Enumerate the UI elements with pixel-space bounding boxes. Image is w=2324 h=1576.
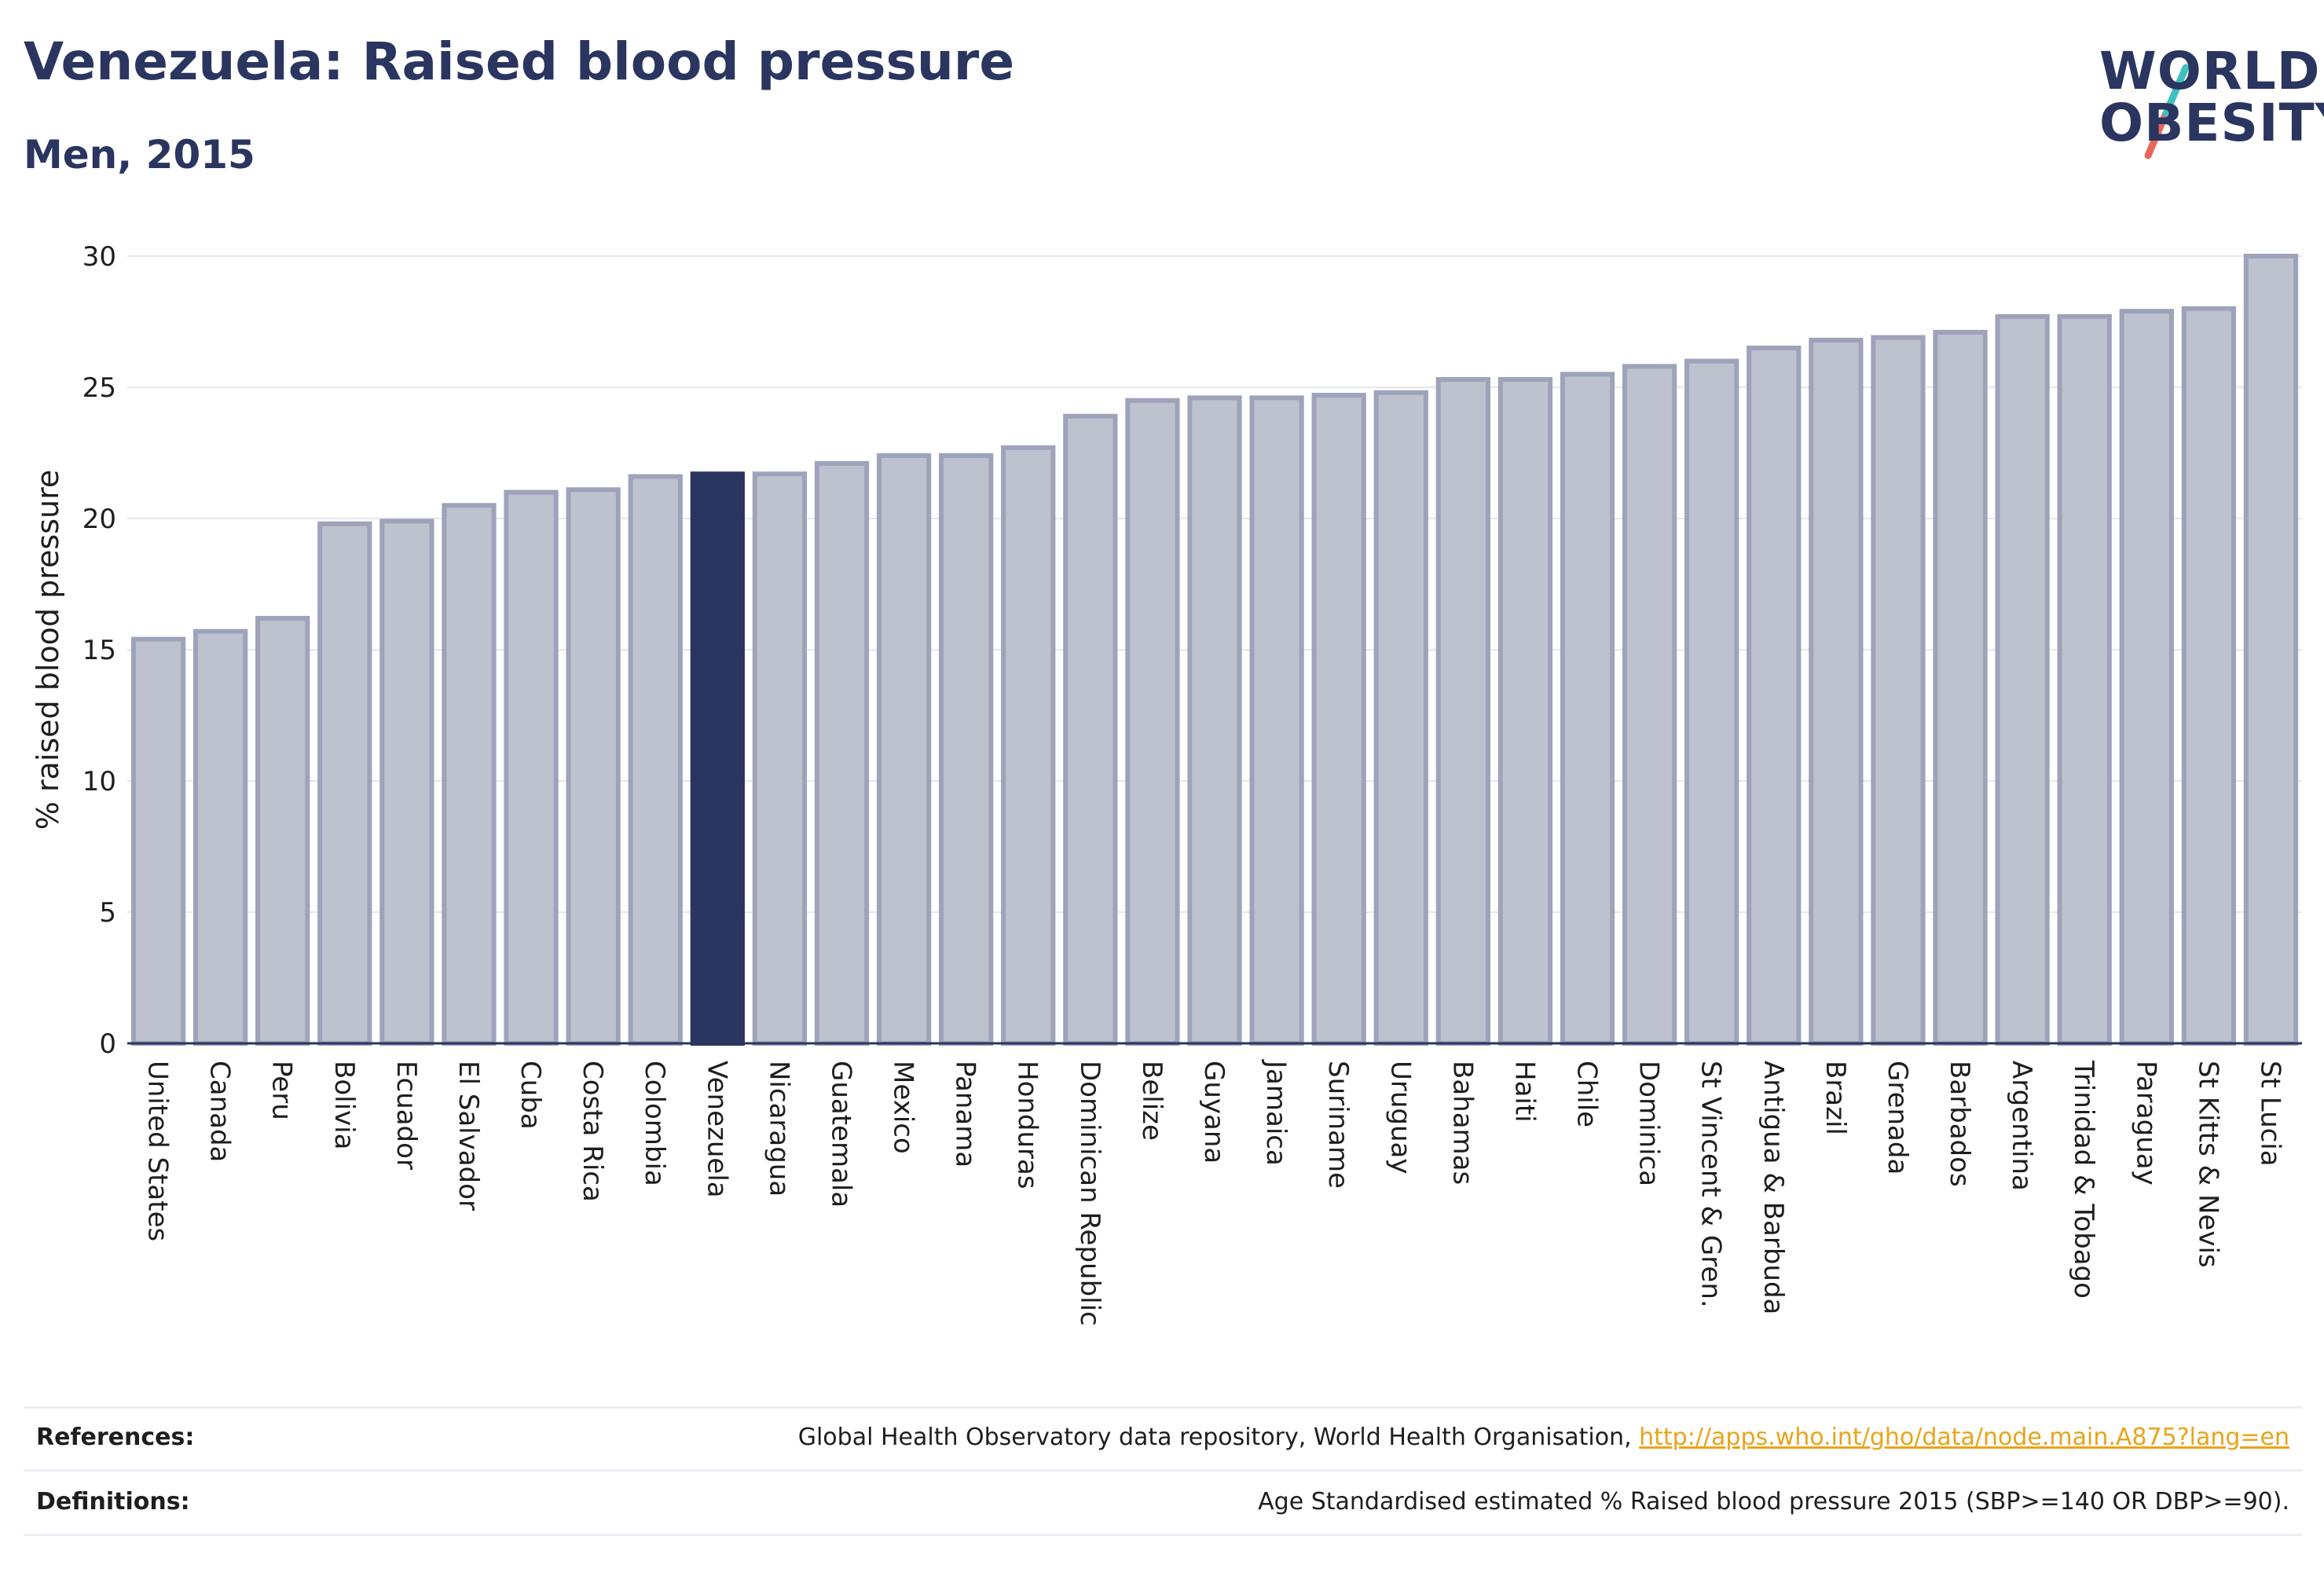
x-tick-label: Bahamas [1446, 1061, 1478, 1185]
x-tick-label: Honduras [1012, 1061, 1043, 1189]
x-tick-label: Chile [1571, 1061, 1603, 1127]
bar [1435, 376, 1490, 1046]
y-tick-label: 15 [82, 635, 116, 666]
x-tick-label: Brazil [1820, 1061, 1851, 1135]
bar [1249, 395, 1304, 1046]
bar [1747, 345, 1802, 1046]
x-tick-label: Trinidad & Tobago [2068, 1060, 2099, 1299]
bar [566, 487, 621, 1046]
references-row: References: Global Health Observatory da… [24, 1424, 2302, 1463]
x-tick-label: Costa Rica [577, 1061, 608, 1202]
bar [752, 471, 808, 1046]
y-tick-label: 5 [99, 897, 116, 929]
bar [1063, 413, 1118, 1046]
x-tick-label: El Salvador [453, 1061, 484, 1211]
x-tick-label: Belize [1136, 1061, 1167, 1141]
bar [1622, 364, 1677, 1046]
x-tick-label: Argentina [2006, 1061, 2037, 1191]
x-tick-label: Venezuela [701, 1061, 732, 1198]
y-tick-label: 30 [82, 241, 116, 273]
bar [814, 460, 870, 1046]
x-tick-label: Guyana [1198, 1061, 1230, 1164]
x-tick-label: Barbados [1944, 1061, 1975, 1187]
x-tick-label: St Kitts & Nevis [2192, 1061, 2223, 1268]
bar-chart: 0 5 10 15 20 25 30 % raised blood pressure Unite… [31, 241, 2302, 1326]
references-label: References: [36, 1424, 195, 1451]
x-tick-label: Colombia [639, 1061, 670, 1186]
bar [1933, 329, 1988, 1046]
bar [1001, 445, 1056, 1046]
x-tick-label: United States [142, 1061, 174, 1241]
bar [1871, 335, 1926, 1046]
bar [379, 519, 434, 1046]
x-tick-label: Bolivia [328, 1061, 360, 1149]
bar [1125, 398, 1180, 1046]
references-link[interactable]: http://apps.who.int/gho/data/node.main.A… [1639, 1424, 2289, 1451]
x-tick-label: Antigua & Barbuda [1758, 1061, 1789, 1314]
bar [442, 503, 497, 1046]
x-tick-label: St Vincent & Gren. [1695, 1061, 1727, 1308]
footer-divider [24, 1406, 2302, 1409]
x-tick-label: Canada [204, 1061, 236, 1162]
x-tick-label: Cuba [515, 1061, 546, 1130]
x-tick-label: Jamaica [1260, 1059, 1292, 1166]
x-tick-label: Dominica [1633, 1061, 1665, 1186]
x-tick-label: Suriname [1322, 1061, 1354, 1189]
bar [192, 629, 248, 1046]
x-tick-label: Paraguay [2130, 1061, 2161, 1186]
footer-divider [24, 1469, 2302, 1472]
logo-text-obesity: OBESITY [2099, 93, 2324, 153]
world-obesity-logo: WORLD OBESITY [2068, 38, 2324, 171]
bar [1373, 390, 1428, 1046]
y-tick-label: 25 [82, 372, 116, 404]
x-tick-label: Nicaragua [763, 1061, 794, 1197]
bar [1187, 395, 1242, 1046]
x-tick-label: Haiti [1508, 1061, 1540, 1123]
bar [1560, 372, 1615, 1046]
bar [876, 453, 932, 1046]
logo-text-world: WORLD [2099, 41, 2321, 101]
chart-subtitle: Men, 2015 [24, 132, 255, 178]
x-tick-label: Uruguay [1384, 1061, 1416, 1175]
x-tick-label: Peru [266, 1061, 298, 1120]
y-tick-label: 0 [99, 1028, 116, 1060]
x-tick-label: St Lucia [2254, 1061, 2286, 1167]
bar [2119, 309, 2174, 1046]
definitions-row: Definitions: Age Standardised estimated … [24, 1488, 2302, 1527]
footer-divider [24, 1534, 2302, 1536]
definitions-value: Age Standardised estimated % Raised bloo… [1258, 1488, 2289, 1516]
y-axis-label: % raised blood pressure [31, 470, 65, 830]
chart-title: Venezuela: Raised blood pressure [24, 31, 1015, 92]
bar [2243, 254, 2299, 1046]
x-tick-label: Guatemala [825, 1061, 856, 1208]
x-tick-label: Dominican Republic [1074, 1061, 1105, 1326]
bar-highlight [690, 471, 745, 1046]
bar [255, 615, 310, 1046]
y-tick-label: 10 [82, 766, 116, 797]
x-tick-label: Grenada [1882, 1061, 1913, 1175]
bar [1497, 376, 1553, 1046]
x-tick-label: Mexico [888, 1061, 919, 1154]
x-tick-label: Ecuador [390, 1061, 422, 1170]
bar [1995, 313, 2050, 1046]
logo-slash-icon [2144, 64, 2190, 159]
definitions-label: Definitions: [36, 1488, 190, 1516]
x-tick-label: Panama [950, 1061, 981, 1167]
bar [2181, 306, 2237, 1046]
bar [2057, 313, 2112, 1046]
references-text: Global Health Observatory data repositor… [797, 1424, 1640, 1451]
bar [628, 474, 683, 1046]
references-value: Global Health Observatory data repositor… [798, 1424, 2289, 1451]
bar [939, 453, 994, 1046]
y-tick-label: 20 [82, 504, 116, 535]
bar [1311, 393, 1366, 1046]
bar [130, 636, 186, 1046]
bar [317, 521, 372, 1046]
bar [504, 489, 559, 1046]
bar [1684, 358, 1739, 1046]
bar [1809, 337, 1864, 1046]
